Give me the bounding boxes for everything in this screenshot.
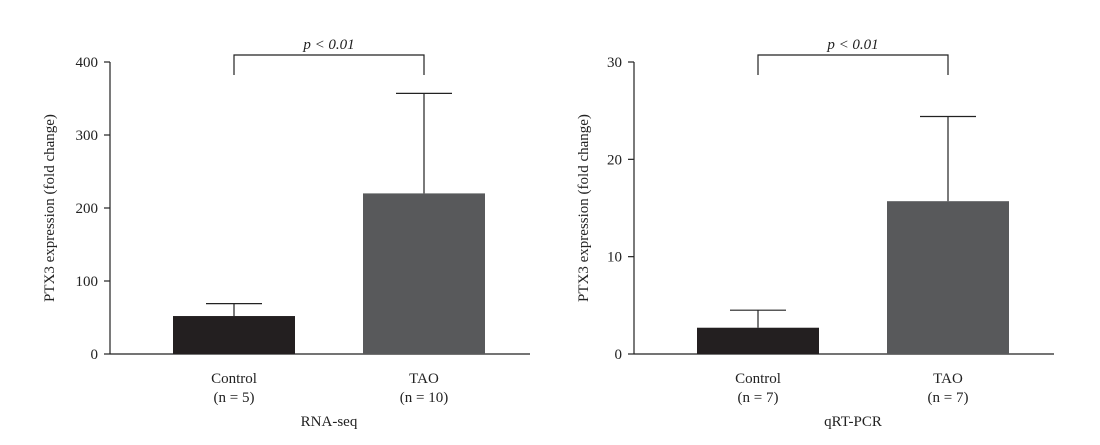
bar-control xyxy=(173,316,295,354)
significance-label: p < 0.01 xyxy=(302,37,354,53)
y-ticks: 0 100 200 300 400 xyxy=(76,55,110,363)
y-tick-label: 300 xyxy=(76,128,99,144)
y-tick-label: 10 xyxy=(607,250,622,266)
bars xyxy=(697,201,1009,354)
chart-panel-rna-seq: 0 100 200 300 400 p < 0.01 Control (n = 5) T… xyxy=(42,37,530,430)
bar-control xyxy=(697,327,819,354)
significance-bracket xyxy=(757,54,949,75)
y-tick-label: 30 xyxy=(607,55,622,71)
y-ticks: 0 10 20 30 xyxy=(607,55,634,363)
y-tick-label: 100 xyxy=(76,274,99,290)
category-label: Control xyxy=(211,371,257,387)
y-tick-label: 0 xyxy=(91,347,99,363)
category-label: Control xyxy=(735,371,781,387)
x-axis-title: RNA-seq xyxy=(301,414,358,430)
x-axis-title: qRT-PCR xyxy=(824,414,882,430)
significance-label: p < 0.01 xyxy=(826,37,878,53)
y-tick-label: 0 xyxy=(615,347,623,363)
error-bars xyxy=(730,115,976,328)
chart-panel-qrt-pcr: 0 10 20 30 p < 0.01 Control (n = 7) TAO (n … xyxy=(576,37,1054,430)
bracket-line xyxy=(757,54,949,75)
y-tick-label: 20 xyxy=(607,152,622,168)
y-axis-title: PTX3 expression (fold change) xyxy=(42,114,58,302)
category-n-label: (n = 7) xyxy=(738,390,779,406)
category-n-label: (n = 7) xyxy=(928,390,969,406)
bar-tao xyxy=(887,201,1009,354)
category-n-label: (n = 5) xyxy=(214,390,255,406)
error-bars xyxy=(206,92,452,317)
y-tick-label: 400 xyxy=(76,55,99,71)
y-axis-title: PTX3 expression (fold change) xyxy=(576,114,592,302)
significance-bracket xyxy=(233,54,425,75)
bars xyxy=(173,193,485,354)
category-n-label: (n = 10) xyxy=(400,390,448,406)
category-label: TAO xyxy=(409,371,439,387)
bar-tao xyxy=(363,193,485,354)
bracket-line xyxy=(233,54,425,75)
category-label: TAO xyxy=(933,371,963,387)
y-tick-label: 200 xyxy=(76,201,99,217)
